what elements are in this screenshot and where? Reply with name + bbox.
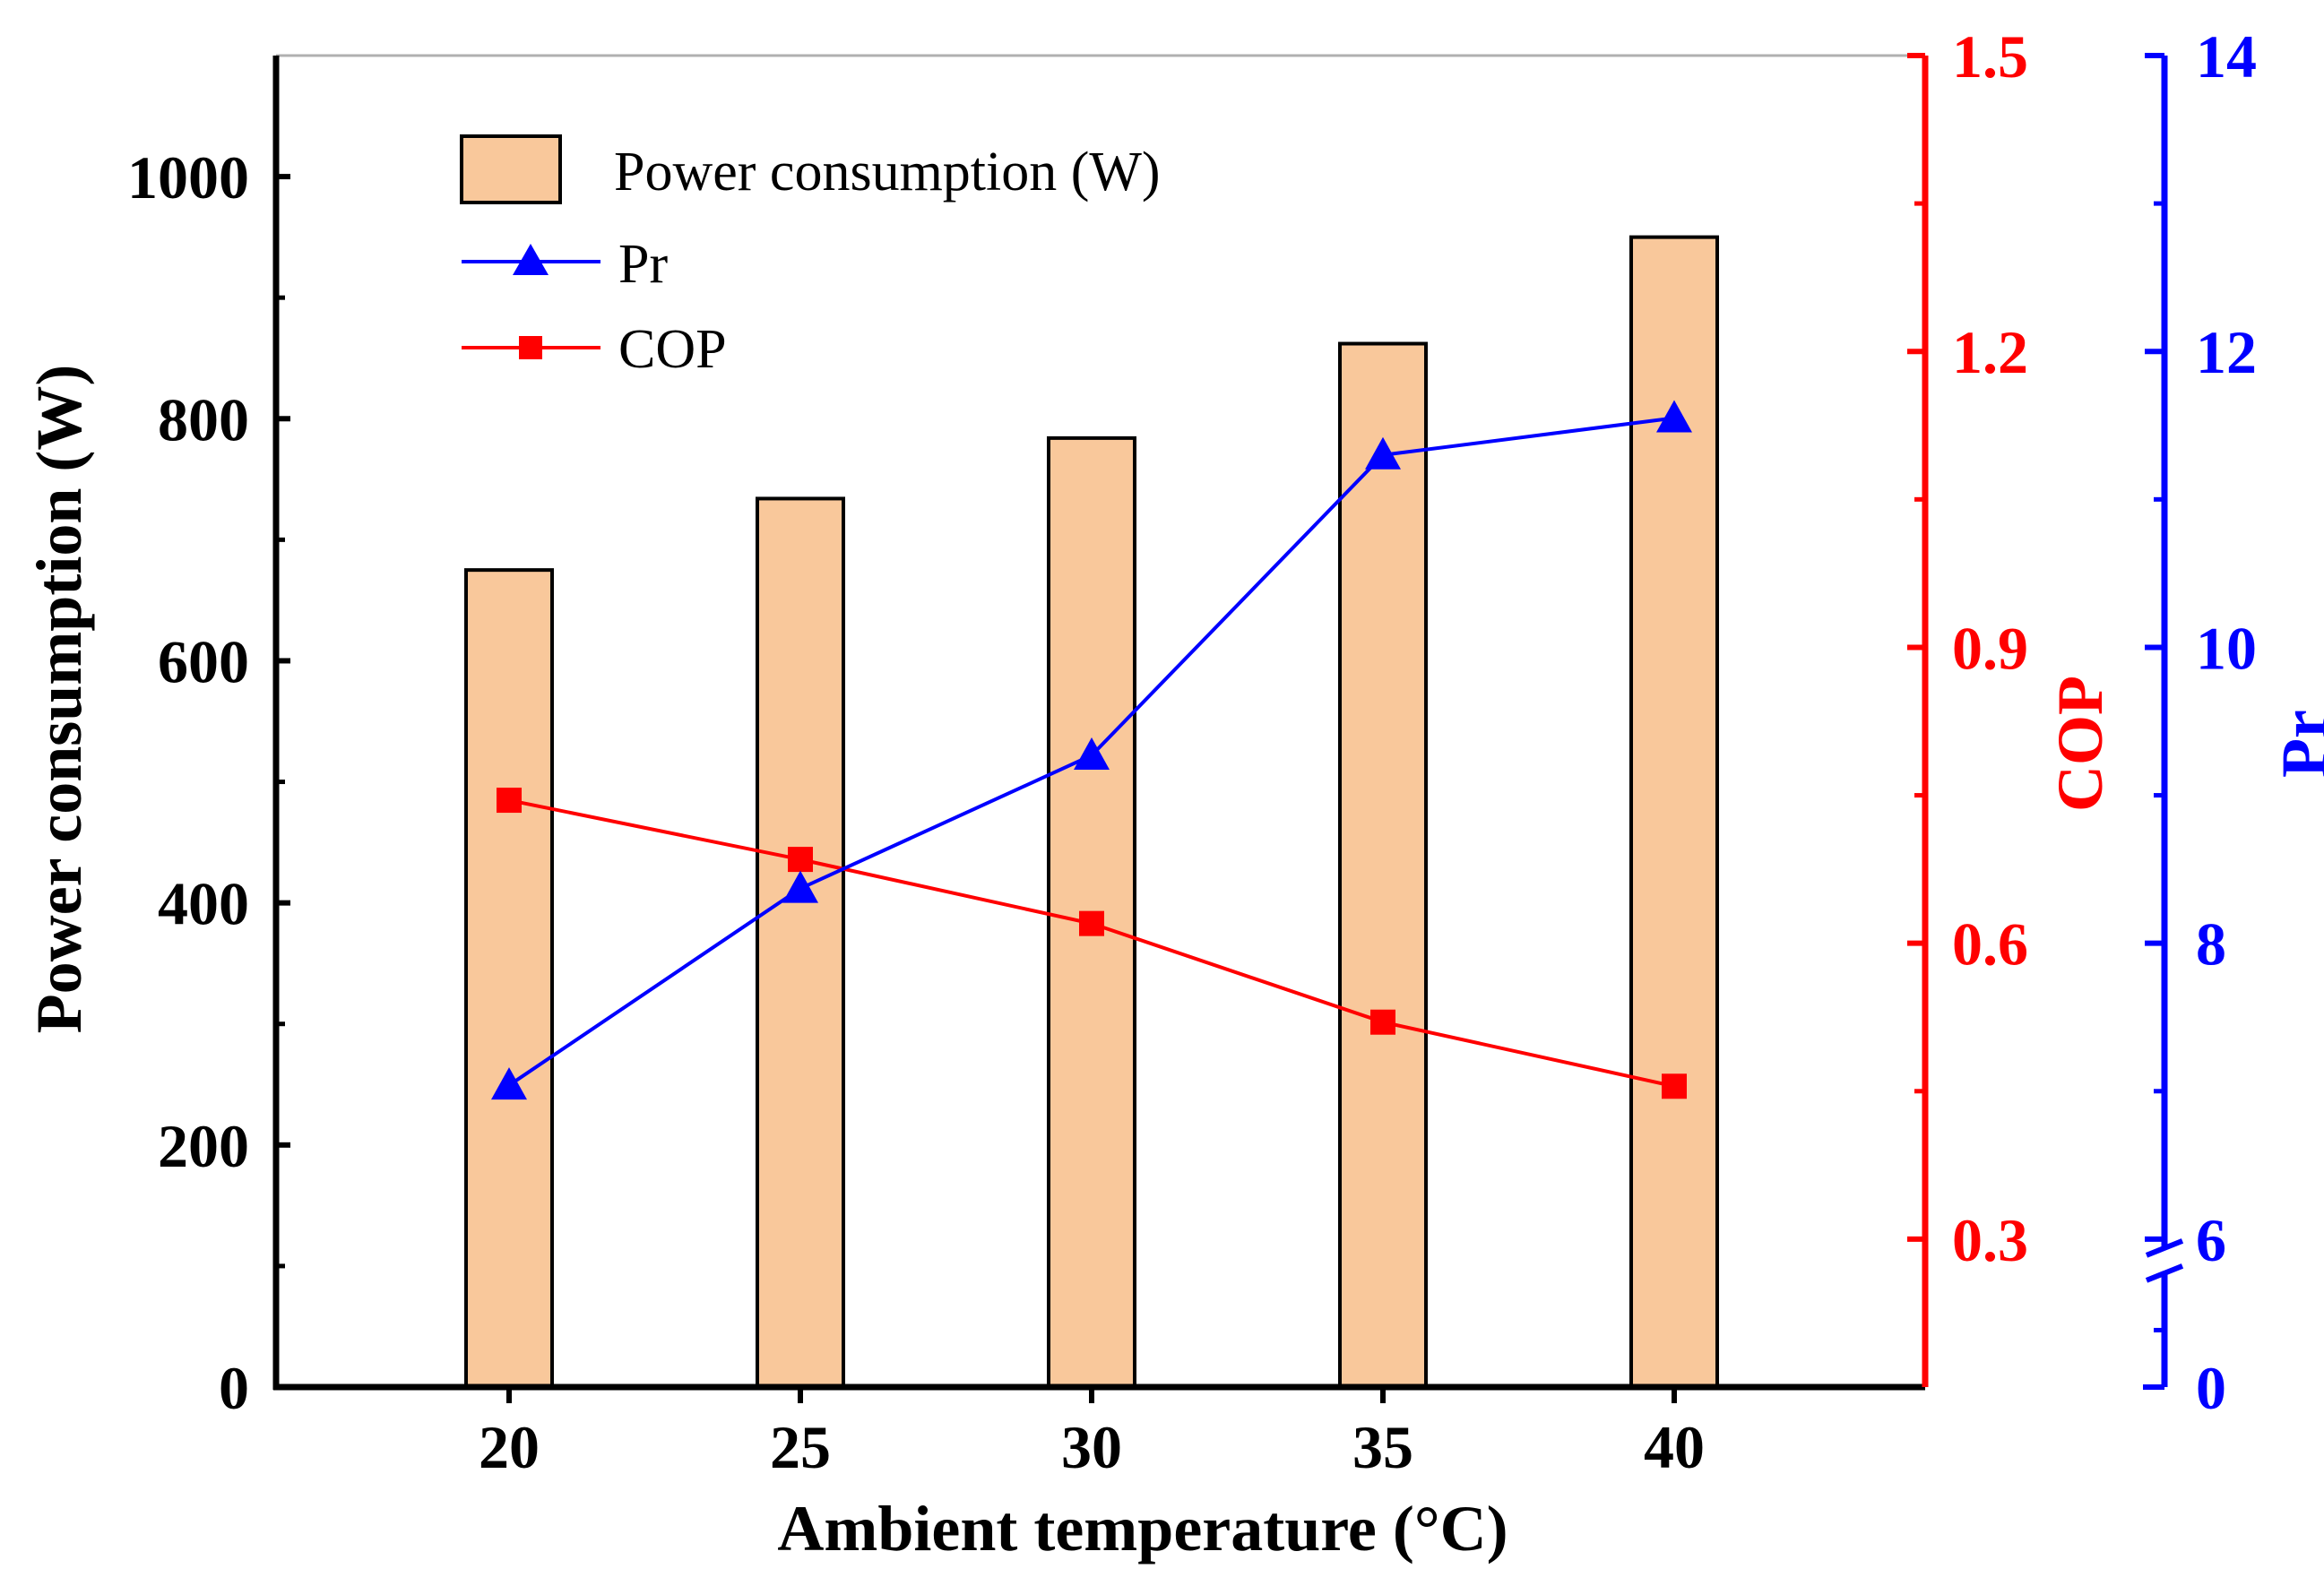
pr-tick-label: 10 (2196, 614, 2257, 682)
legend-marker-pr (513, 244, 549, 275)
cop-point (497, 788, 522, 814)
bar-power (1338, 341, 1428, 1389)
cop-tick-label: 1.5 (1952, 22, 2028, 91)
x-tick-label: 40 (1644, 1413, 1705, 1481)
pr-tick-label: 12 (2196, 318, 2257, 386)
pr-tick-label: 6 (2196, 1206, 2226, 1274)
cop-tick-label: 0.3 (1952, 1206, 2028, 1274)
cop-point (1079, 910, 1104, 936)
pr-axis-title: Pr (2268, 710, 2324, 778)
y-tick-label: 600 (158, 627, 249, 695)
y-tick-label: 400 (158, 870, 249, 938)
legend-label-pr: Pr (618, 234, 668, 295)
pr-point (782, 870, 818, 903)
power-bars (464, 235, 1719, 1389)
axes: 0 200 400 600 800 1000 20 25 30 35 40 0.3 0.6 0.9 1.2 1… (127, 22, 2257, 1481)
legend-swatch-power (460, 134, 562, 204)
cop-tick-label: 1.2 (1952, 318, 2028, 386)
y-axis-title: Power consumption (W) (23, 365, 95, 1034)
pr-point (1365, 436, 1401, 470)
cop-point (1370, 1009, 1395, 1035)
pr-axis-break-mark (2145, 1238, 2184, 1258)
x-tick-label: 25 (770, 1413, 831, 1481)
pr-point (491, 1067, 527, 1100)
bar-power (464, 568, 554, 1389)
legend-marker-cop (519, 336, 542, 359)
pr-tick-label: 0 (2196, 1354, 2226, 1422)
x-tick-label: 35 (1352, 1413, 1413, 1481)
cop-tick-label: 0.6 (1952, 910, 2028, 978)
pr-tick-label: 14 (2196, 22, 2257, 91)
cop-tick-label: 0.9 (1952, 614, 2028, 682)
pr-tick-label: 8 (2196, 910, 2226, 978)
y-tick-label: 0 (219, 1354, 249, 1422)
legend: Power consumption (W) Pr COP (460, 134, 1161, 380)
pr-point (1074, 737, 1110, 770)
x-tick-label: 20 (479, 1413, 540, 1481)
x-tick-label: 30 (1061, 1413, 1122, 1481)
cop-point (788, 847, 813, 873)
series-lines (491, 400, 1692, 1100)
bar-power (756, 496, 845, 1389)
y-tick-label: 200 (158, 1112, 249, 1180)
pr-axis-break-mark (2145, 1263, 2184, 1283)
legend-label-cop: COP (618, 319, 727, 380)
legend-label-power: Power consumption (W) (614, 142, 1161, 203)
x-axis-title: Ambient temperature (°C) (777, 1493, 1508, 1564)
cop-axis-title: COP (2044, 676, 2116, 812)
pr-point (1656, 400, 1692, 433)
y-tick-label: 1000 (127, 143, 249, 211)
y-tick-label: 800 (158, 385, 249, 453)
cop-point (1662, 1073, 1687, 1099)
